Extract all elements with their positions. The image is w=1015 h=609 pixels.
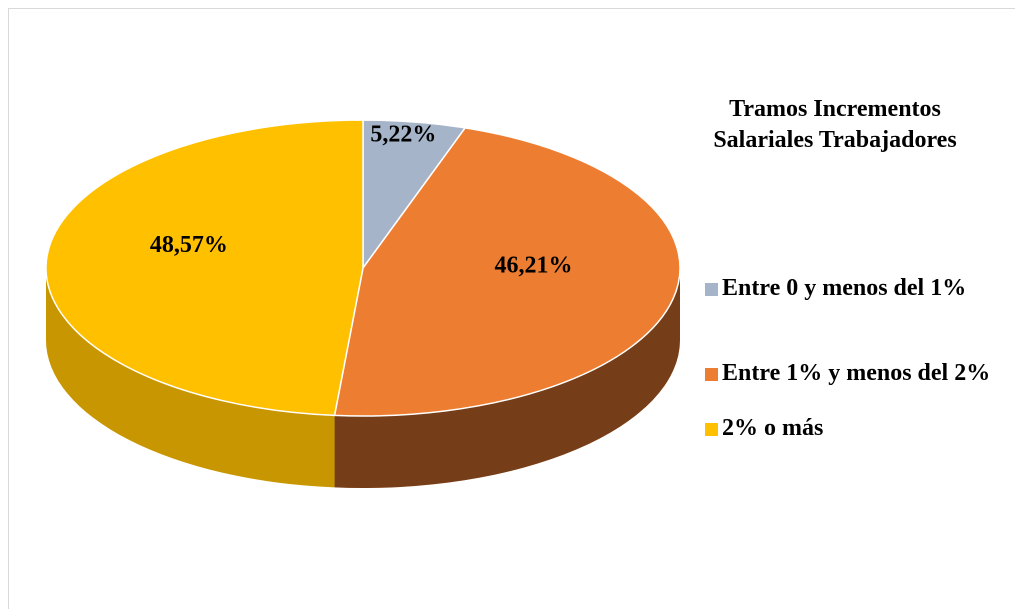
legend-label: 2% o más — [722, 415, 824, 441]
legend-item: 2% o más — [705, 414, 1010, 443]
data-label: 46,21% — [495, 252, 573, 278]
legend-swatch — [705, 368, 718, 381]
pie-slice — [333, 127, 681, 417]
legend-swatch — [705, 423, 718, 436]
pie-side-shade — [334, 268, 680, 489]
legend-item: Entre 0 y menos del 1% — [705, 274, 1010, 303]
pie-sides — [46, 268, 680, 489]
chart-title: Tramos Incrementos Salariales Trabajador… — [713, 96, 957, 153]
pie-slice — [45, 119, 364, 417]
chart-frame — [8, 8, 1015, 609]
legend-label: Entre 0 y menos del 1% — [722, 275, 967, 301]
legend-item: Entre 1% y menos del 2% — [705, 359, 1010, 388]
data-label: 5,22% — [370, 122, 436, 148]
legend-swatch — [705, 283, 718, 296]
pie-side — [46, 268, 335, 488]
legend: Entre 0 y menos del 1% Entre 1% y menos d… — [705, 274, 1010, 469]
pie-side-shade — [46, 268, 335, 488]
pie-plot: 5,22% 46,21% 48,57% — [45, 119, 681, 489]
chart: 5,22% 46,21% 48,57% Tramos Incrementos Sal… — [8, 8, 1015, 609]
data-label: 48,57% — [150, 232, 228, 258]
legend-label: Entre 1% y menos del 2% — [722, 360, 991, 386]
